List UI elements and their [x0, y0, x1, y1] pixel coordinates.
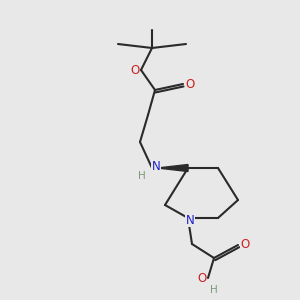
- Text: O: O: [185, 77, 195, 91]
- Text: H: H: [138, 171, 146, 181]
- Text: O: O: [197, 272, 207, 284]
- Text: O: O: [130, 64, 140, 76]
- Text: O: O: [240, 238, 250, 251]
- Text: H: H: [210, 285, 218, 295]
- Text: N: N: [152, 160, 160, 172]
- Polygon shape: [160, 164, 188, 172]
- Text: N: N: [186, 214, 194, 226]
